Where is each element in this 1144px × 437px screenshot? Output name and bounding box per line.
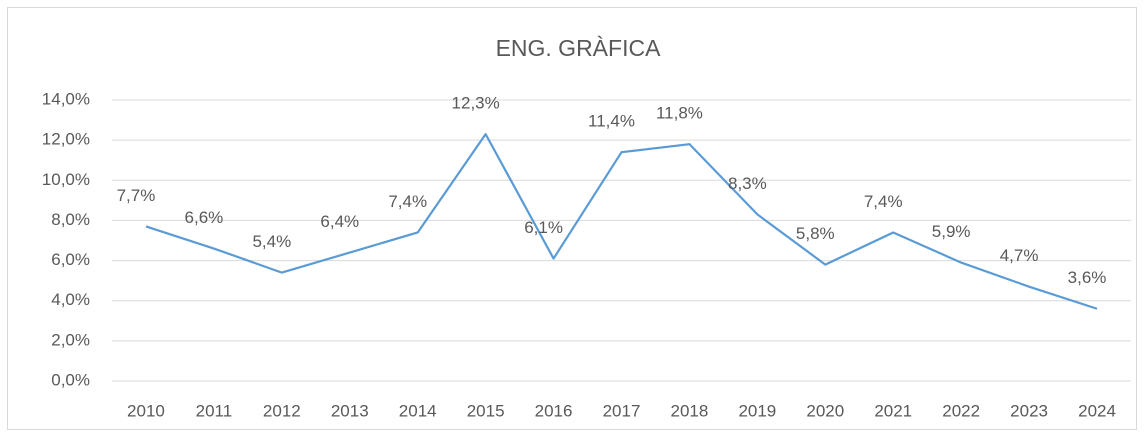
y-tick-label: 0,0% [51,370,90,389]
data-label: 7,7% [117,186,156,205]
x-tick-label: 2015 [467,401,505,420]
data-label: 11,4% [588,112,635,131]
x-tick-label: 2017 [603,401,641,420]
x-tick-label: 2011 [196,401,233,420]
chart-title: ENG. GRÀFICA [496,35,662,61]
x-tick-label: 2018 [671,401,709,420]
x-tick-label: 2014 [399,401,437,420]
data-label: 7,4% [388,192,427,211]
y-tick-label: 4,0% [51,290,90,309]
series-line [145,133,1098,310]
data-label: 6,6% [185,208,224,227]
x-tick-label: 2013 [331,401,369,420]
data-label: 7,4% [864,192,903,211]
data-label: 11,8% [656,104,703,123]
x-tick-label: 2023 [1010,401,1048,420]
data-label: 6,1% [524,218,563,237]
chart-border [7,7,1137,430]
data-label: 5,8% [796,224,835,243]
x-tick-label: 2024 [1078,401,1116,420]
x-tick-label: 2019 [738,401,776,420]
x-tick-label: 2016 [535,401,573,420]
x-tick-label: 2012 [263,401,301,420]
y-tick-label: 10,0% [42,170,90,189]
data-label: 6,4% [320,212,359,231]
x-tick-label: 2010 [127,401,165,420]
x-tick-label: 2021 [874,401,912,420]
data-label: 3,6% [1068,268,1107,287]
data-label: 4,7% [1000,246,1039,265]
y-tick-label: 8,0% [51,210,90,229]
y-tick-label: 6,0% [51,250,90,269]
x-tick-label: 2022 [942,401,980,420]
data-label: 12,3% [452,94,500,113]
data-label: 5,4% [252,232,291,251]
y-tick-label: 12,0% [42,130,90,149]
y-tick-label: 14,0% [42,89,90,108]
y-tick-label: 2,0% [51,330,90,349]
data-label: 8,3% [728,174,767,193]
data-label: 5,9% [932,222,971,241]
x-tick-label: 2020 [806,401,844,420]
